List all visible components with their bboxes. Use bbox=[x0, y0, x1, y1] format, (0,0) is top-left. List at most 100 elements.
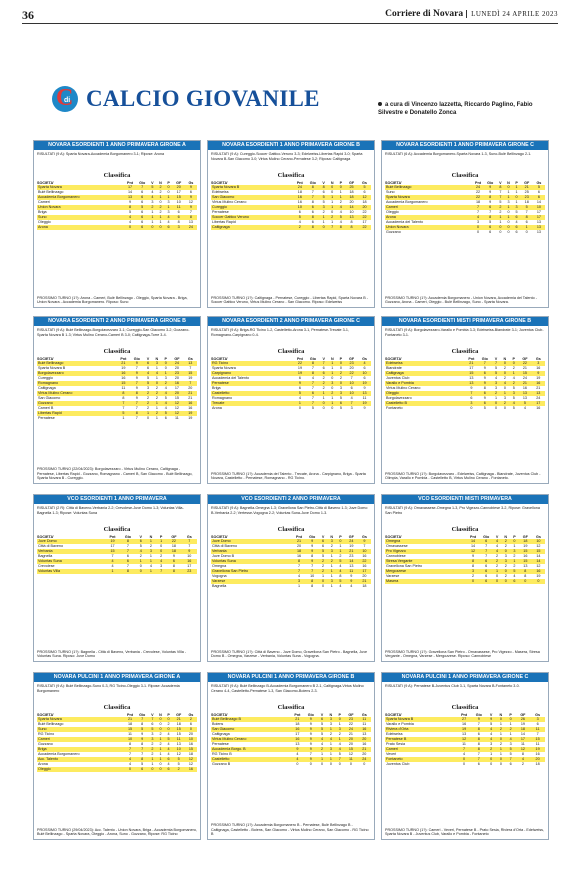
stat-cell: 19 bbox=[104, 539, 121, 544]
stat-cell: 13 bbox=[532, 225, 545, 230]
stat-cell: 7 bbox=[122, 406, 125, 410]
stat-cell: 0 bbox=[331, 386, 334, 390]
stat-cell: 0 bbox=[338, 762, 341, 766]
stat-cell: 6 bbox=[298, 210, 301, 214]
stat-cell: 0 bbox=[160, 544, 163, 548]
standings-heading: Classifica bbox=[451, 704, 479, 711]
column-header: V bbox=[151, 712, 154, 717]
stat-cell: 4 bbox=[496, 544, 499, 548]
stat-cell: 13 bbox=[183, 361, 197, 366]
table-row: Cureggio 10 6 3 1 4 14 20 bbox=[211, 205, 371, 210]
stat-cell: 18 bbox=[349, 190, 354, 194]
stat-cell: 4 bbox=[128, 762, 132, 766]
stat-cell: 0 bbox=[336, 539, 345, 544]
stat-cell: 7 bbox=[525, 210, 528, 214]
stat-cell: 9 bbox=[471, 717, 487, 722]
stat-cell: 4 bbox=[151, 190, 154, 194]
stat-cell: 3 bbox=[160, 564, 163, 568]
column-header: N bbox=[503, 356, 507, 361]
column-header: P bbox=[513, 534, 516, 539]
stat-cell: 17 bbox=[176, 190, 181, 194]
table-row: Varzese 3 8 0 3 5 9 21 bbox=[211, 579, 371, 584]
stat-cell: 23 bbox=[170, 371, 184, 376]
table-row: Accademia Borgomanero 7 7 2 1 4 12 18 bbox=[37, 752, 197, 757]
stat-cell: 7 bbox=[148, 717, 157, 722]
results-text: RISULTATI (9 A): Bulè Bellinzago-Suno 0-… bbox=[37, 684, 180, 693]
stat-cell: 0 bbox=[470, 406, 473, 410]
column-header: N bbox=[159, 712, 162, 717]
stat-cell: 6 bbox=[126, 554, 129, 558]
stat-cell: 5 bbox=[490, 722, 493, 726]
stat-cell: 17 bbox=[187, 564, 192, 568]
stat-cell: 18 bbox=[535, 762, 540, 766]
stat-cell: 1 bbox=[161, 371, 171, 376]
stat-cell: 5 bbox=[532, 185, 545, 190]
stat-cell: 1 bbox=[507, 190, 510, 194]
column-header: N bbox=[149, 534, 153, 539]
stat-cell: 6 bbox=[136, 767, 149, 772]
stat-cell: 11 bbox=[174, 416, 179, 420]
table-row: Edelweiss 18 7 6 0 1 18 6 bbox=[211, 190, 371, 195]
stat-cell: 0 bbox=[319, 225, 328, 230]
stat-cell: 7 bbox=[126, 564, 129, 568]
stat-cell: 18 bbox=[524, 200, 529, 204]
stat-cell: 0 bbox=[501, 569, 511, 574]
column-header: N bbox=[330, 534, 334, 539]
stat-cell: 8 bbox=[311, 554, 314, 558]
stat-cell: 24 bbox=[184, 225, 197, 230]
column-header: Pnt bbox=[296, 534, 302, 539]
stat-cell: 6 bbox=[512, 225, 521, 230]
stat-cell: 7 bbox=[111, 554, 114, 558]
table-row: Cameri 9 6 3 0 3 10 12 bbox=[37, 200, 197, 205]
column-header: V bbox=[494, 356, 498, 361]
team-name: Caltignaga bbox=[38, 386, 56, 390]
stat-cell: 6 bbox=[172, 215, 185, 220]
stat-cell: 20 bbox=[174, 376, 179, 380]
stat-cell: 4 bbox=[471, 215, 485, 220]
stat-cell: 1 bbox=[504, 195, 513, 200]
stat-cell: 19 bbox=[358, 401, 371, 406]
stat-cell: 0 bbox=[494, 406, 497, 410]
stat-cell: 2 bbox=[472, 574, 475, 578]
table-row: Caltignaga 17 9 5 2 2 21 13 bbox=[211, 732, 371, 737]
stat-cell: 2 bbox=[496, 205, 505, 210]
stat-cell: 5 bbox=[293, 215, 307, 220]
stat-cell: 0 bbox=[327, 185, 337, 190]
stat-cell: 2 bbox=[155, 396, 158, 400]
stat-cell: 4 bbox=[148, 195, 157, 200]
stat-cell: 6 bbox=[141, 220, 144, 224]
stat-cell: 3 bbox=[466, 569, 480, 574]
stat-cell: 15 bbox=[184, 747, 197, 752]
stat-cell: 12 bbox=[536, 544, 541, 548]
stat-cell: 5 bbox=[318, 549, 328, 554]
stat-cell: 8 bbox=[484, 195, 497, 200]
stat-cell: 14 bbox=[536, 200, 541, 204]
table-row: Gravellona San Pietro 8 6 2 2 2 13 12 bbox=[385, 564, 545, 569]
table-row: Libertas Rapid 4 6 1 1 4 8 17 bbox=[211, 220, 371, 225]
table-row: Juve Domo 19 8 6 1 1 22 7 bbox=[37, 539, 197, 544]
stat-cell: 21 bbox=[520, 185, 533, 190]
stat-cell: 1 bbox=[326, 757, 336, 762]
stat-cell: 6 bbox=[512, 215, 521, 220]
team-name: Cameri bbox=[385, 205, 472, 210]
stat-cell: 3 bbox=[164, 376, 167, 380]
stat-cell: 2 bbox=[329, 732, 332, 736]
stat-cell: 12 bbox=[170, 411, 184, 416]
stat-cell: 8 bbox=[306, 371, 320, 376]
stat-cell: 5 bbox=[512, 386, 515, 390]
stat-cell: 21 bbox=[188, 396, 193, 400]
table-row: Bagnella 7 6 2 1 2 9 10 bbox=[37, 554, 197, 559]
stat-cell: 7 bbox=[491, 361, 501, 366]
stat-cell: 1 bbox=[492, 569, 502, 574]
stat-cell: 4 bbox=[167, 732, 170, 736]
stat-cell: 13 bbox=[469, 376, 474, 380]
stat-cell: 21 bbox=[464, 361, 479, 366]
stat-cell: 0 bbox=[336, 381, 346, 386]
stat-cell: 0 bbox=[331, 210, 334, 214]
stat-cell: 9 bbox=[484, 185, 497, 190]
stat-cell: 0 bbox=[148, 767, 157, 772]
stat-cell: 1 bbox=[494, 396, 497, 400]
stat-cell: 9 bbox=[478, 381, 492, 386]
stat-cell: 4 bbox=[339, 584, 342, 588]
stat-cell: 19 bbox=[297, 366, 302, 370]
